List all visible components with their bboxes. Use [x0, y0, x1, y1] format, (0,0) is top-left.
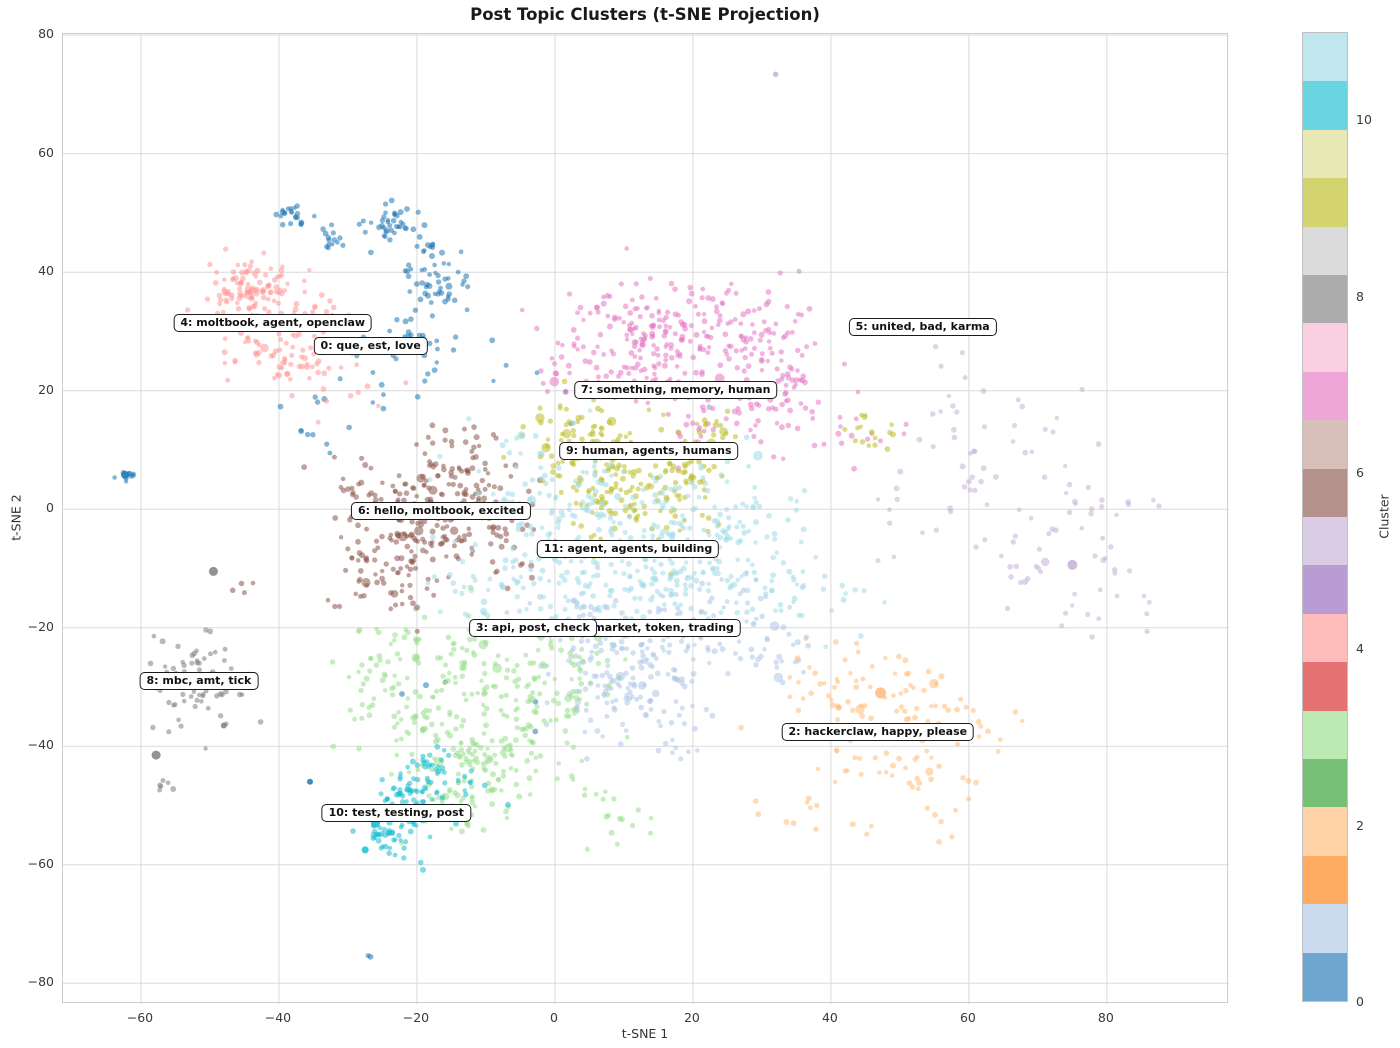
y-tick-60: 60	[38, 144, 54, 160]
colorbar-tick-10: 10	[1356, 112, 1372, 128]
colorbar-segment-11	[1303, 420, 1347, 469]
x-tick--20: −20	[402, 1010, 430, 1025]
cluster-label-3: 3: api, post, check	[468, 619, 597, 638]
large-point	[208, 566, 218, 576]
colorbar-segment-13	[1303, 323, 1347, 372]
colorbar-segment-0	[1303, 952, 1347, 1001]
cluster-points-0	[112, 197, 574, 960]
x-tick--60: −60	[126, 1010, 154, 1025]
x-tick--40: −40	[264, 1010, 292, 1025]
colorbar-segment-3	[1303, 807, 1347, 856]
y-tick--40: −40	[27, 737, 54, 753]
colorbar-segment-1	[1303, 904, 1347, 953]
y-tick--80: −80	[27, 974, 54, 990]
colorbar-segment-19	[1303, 32, 1347, 82]
large-point	[121, 470, 130, 479]
colorbar-segment-5	[1303, 710, 1347, 759]
colorbar-tick-2: 2	[1356, 817, 1364, 833]
scatter-canvas	[63, 34, 1229, 1004]
cluster-points-4	[184, 246, 409, 425]
colorbar-segment-4	[1303, 758, 1347, 808]
cluster-label-11: 11: agent, agents, building	[536, 539, 720, 558]
colorbar-label: Cluster	[1376, 494, 1392, 539]
cluster-label-1: 1: market, token, trading	[570, 619, 741, 638]
large-point	[220, 722, 227, 729]
cluster-label-7: 7: something, memory, human	[573, 380, 778, 399]
cluster-label-6: 6: hello, moltbook, excited	[351, 502, 532, 520]
y-tick-80: 80	[38, 26, 54, 42]
cluster-points-5	[772, 71, 1162, 640]
x-tick-80: 80	[1097, 1010, 1114, 1025]
colorbar-segment-2	[1303, 855, 1347, 905]
large-point	[151, 750, 161, 760]
colorbar-tick-4: 4	[1356, 641, 1364, 657]
cluster-label-5: 5: united, bad, karma	[848, 318, 997, 337]
x-tick-0: 0	[549, 1010, 558, 1025]
cluster-label-8: 8: mbc, amt, tick	[139, 672, 259, 691]
x-tick-60: 60	[959, 1010, 976, 1025]
colorbar-segment-18	[1303, 81, 1347, 130]
cluster-label-2: 2: hackerclaw, happy, please	[781, 723, 975, 742]
colorbar-tick-6: 6	[1356, 464, 1364, 480]
x-axis-label: t-SNE 1	[621, 1026, 669, 1041]
cluster-label-4: 4: moltbook, agent, openclaw	[173, 313, 373, 332]
colorbar-segment-16	[1303, 178, 1347, 227]
x-tick-40: 40	[821, 1010, 838, 1025]
colorbar-segment-8	[1303, 565, 1347, 614]
y-tick-20: 20	[38, 381, 54, 397]
colorbar-segment-7	[1303, 613, 1347, 663]
cluster-points-2	[738, 636, 1025, 845]
colorbar	[1302, 32, 1348, 1002]
large-point	[1067, 559, 1078, 570]
colorbar-segment-10	[1303, 468, 1347, 517]
colorbar-segment-6	[1303, 662, 1347, 711]
cluster-label-0: 0: que, est, love	[313, 337, 428, 356]
y-tick--60: −60	[27, 855, 54, 871]
y-tick-0: 0	[46, 500, 54, 516]
y-tick-40: 40	[38, 263, 54, 279]
colorbar-segment-14	[1303, 274, 1347, 324]
cluster-label-10: 10: test, testing, post	[321, 804, 471, 823]
x-tick-20: 20	[683, 1010, 700, 1025]
large-point	[875, 687, 887, 699]
chart-title: Post Topic Clusters (t-SNE Projection)	[470, 5, 820, 24]
colorbar-segment-12	[1303, 371, 1347, 421]
colorbar-segment-15	[1303, 226, 1347, 275]
colorbar-tick-8: 8	[1356, 288, 1364, 304]
colorbar-segment-9	[1303, 516, 1347, 566]
large-point	[307, 778, 313, 785]
large-point	[772, 71, 779, 78]
y-axis-label: t-SNE 2	[8, 494, 24, 541]
colorbar-segment-17	[1303, 129, 1347, 179]
cluster-points-7	[519, 246, 909, 472]
y-tick--20: −20	[27, 618, 54, 634]
large-point	[361, 846, 369, 854]
plot-area: 0: que, est, love 1: market, token, tradi…	[62, 33, 1229, 1004]
colorbar-tick-0: 0	[1356, 994, 1364, 1009]
cluster-points-3	[329, 584, 654, 852]
cluster-label-9: 9: human, agents, humans	[558, 441, 739, 460]
